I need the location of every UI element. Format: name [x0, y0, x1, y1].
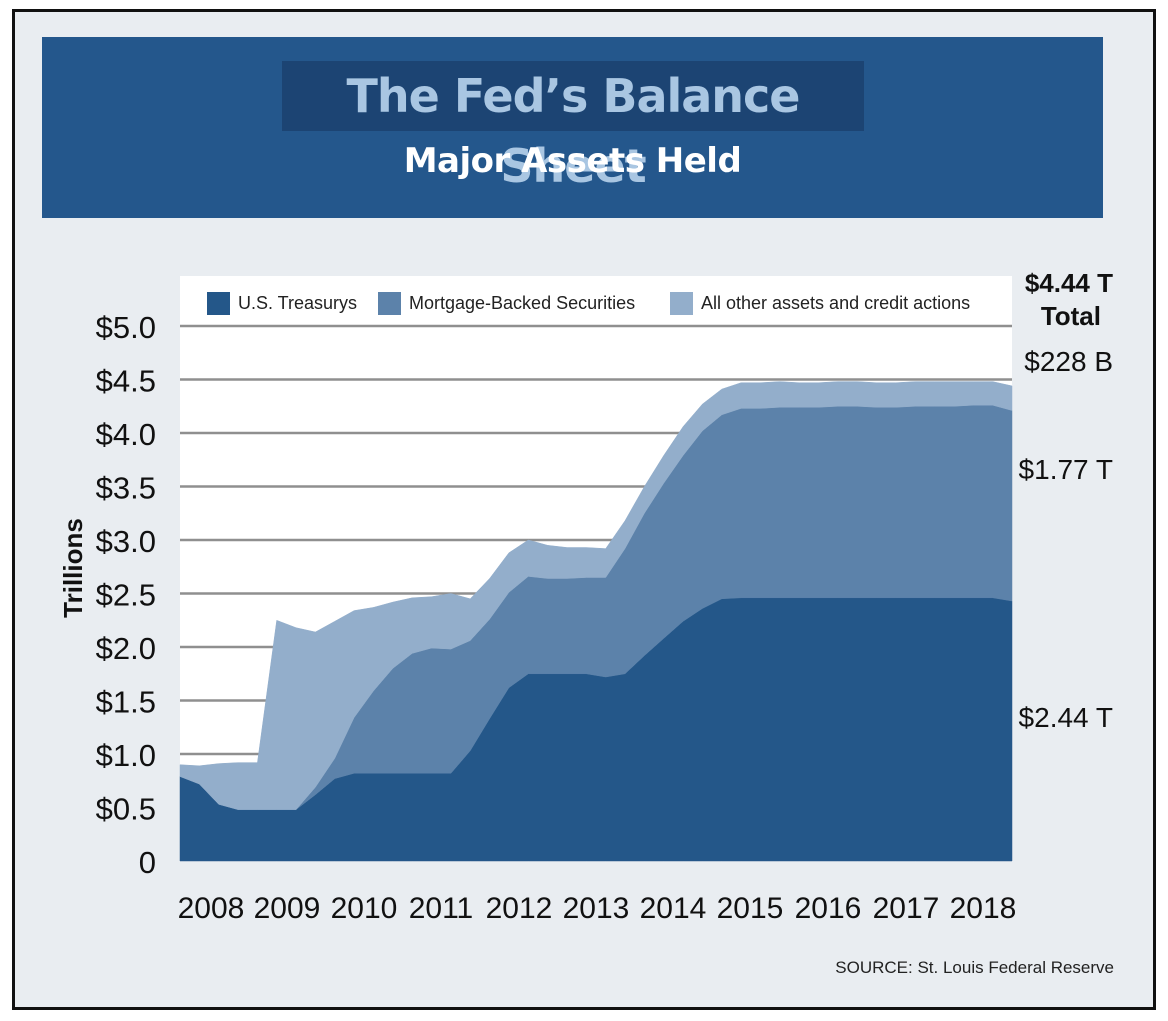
x-tick-label: 2017 — [873, 892, 940, 925]
treasurys-total-label: $2.44 T — [1019, 702, 1113, 733]
source-note: SOURCE: St. Louis Federal Reserve — [835, 958, 1114, 977]
y-tick-label: $5.0 — [96, 310, 156, 345]
mbs-total-label: $1.77 T — [1019, 454, 1113, 485]
y-tick-label: $1.5 — [96, 685, 156, 720]
x-tick-label: 2011 — [409, 892, 474, 925]
legend-swatch — [207, 292, 230, 315]
area-all-other-assets-and-credit-actions — [179, 381, 1013, 810]
x-tick-label: 2016 — [795, 892, 862, 925]
other-total-label: $228 B — [1024, 346, 1113, 377]
y-tick-label: 0 — [139, 845, 156, 880]
x-axis-ticks: 2008 2009 2010 2011 2012 2013 2014 2015 2016 2017… — [178, 892, 1017, 925]
title-banner: The Fed’s Balance Sheet Major Assets Hel… — [42, 37, 1103, 218]
chart-title: The Fed’s Balance Sheet — [282, 61, 864, 193]
x-tick-label: 2012 — [486, 892, 553, 925]
legend-label: All other assets and credit actions — [701, 293, 970, 313]
y-axis-ticks: 0 $0.5 $1.0 $1.5 $2.0 $2.5 $3.0 $3.5 $4.0 $4.5 $5.… — [96, 310, 156, 880]
legend-swatch — [670, 292, 693, 315]
total-word-label: Total — [1041, 301, 1101, 331]
y-tick-label: $1.0 — [96, 738, 156, 773]
y-tick-label: $3.5 — [96, 471, 156, 506]
legend-label: U.S. Treasurys — [238, 293, 357, 313]
y-tick-label: $3.0 — [96, 524, 156, 559]
y-tick-label: $2.0 — [96, 631, 156, 666]
x-tick-label: 2018 — [950, 892, 1017, 925]
x-tick-label: 2013 — [563, 892, 630, 925]
x-tick-label: 2014 — [640, 892, 707, 925]
x-tick-label: 2009 — [254, 892, 321, 925]
x-tick-label: 2010 — [331, 892, 398, 925]
y-tick-label: $0.5 — [96, 792, 156, 827]
chart-subtitle: Major Assets Held — [403, 141, 742, 181]
legend: U.S. Treasurys Mortgage-Backed Securities… — [207, 292, 970, 315]
y-tick-label: $4.0 — [96, 417, 156, 452]
total-value-label: $4.44 T — [1025, 268, 1113, 298]
y-tick-label: $2.5 — [96, 578, 156, 613]
area-series — [179, 381, 1013, 862]
legend-label: Mortgage-Backed Securities — [409, 293, 635, 313]
x-tick-label: 2008 — [178, 892, 245, 925]
x-tick-label: 2015 — [717, 892, 784, 925]
legend-swatch — [378, 292, 401, 315]
y-tick-label: $4.5 — [96, 364, 156, 399]
y-axis-label: Trillions — [58, 518, 88, 618]
